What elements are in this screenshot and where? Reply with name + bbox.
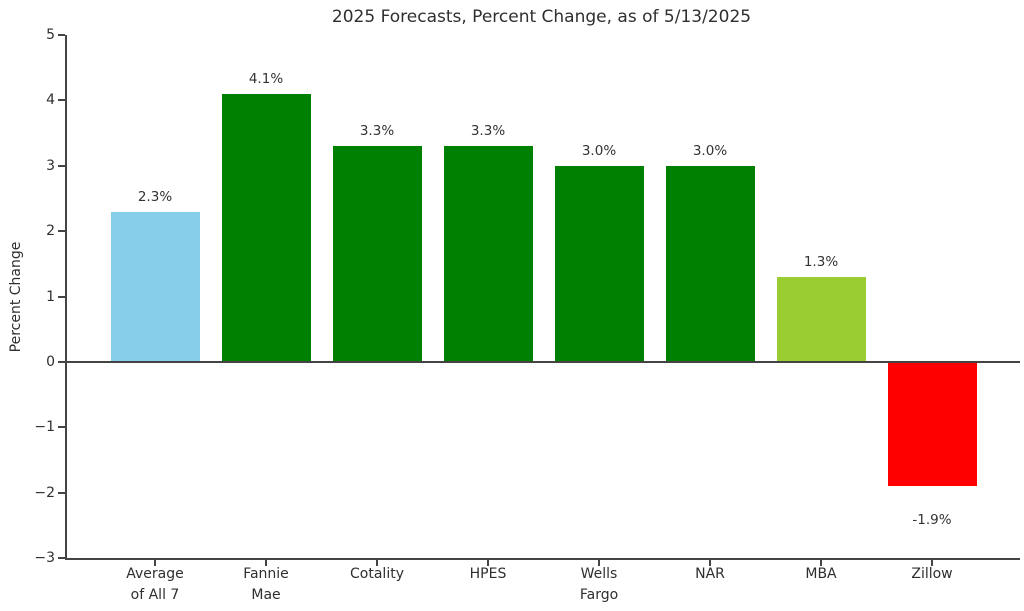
y-tick-mark <box>58 426 65 429</box>
bar-value-label: 3.3% <box>359 123 395 140</box>
x-tick-mark <box>931 560 933 566</box>
y-tick-mark <box>58 295 65 298</box>
y-tick-label: −2 <box>34 484 55 501</box>
y-tick-label: 0 <box>46 353 55 370</box>
x-tick-mark <box>376 560 378 566</box>
x-tick-mark <box>154 560 156 566</box>
bar-value-label: 2.3% <box>137 188 173 205</box>
x-tick-label: MBA <box>805 566 837 582</box>
y-tick-label: 4 <box>46 92 55 109</box>
bar-value-label: 3.0% <box>692 142 728 159</box>
bar-nar <box>665 165 755 362</box>
y-tick-mark <box>58 557 65 559</box>
bar-average-of-all-7 <box>110 211 200 362</box>
bar-value-label: 3.0% <box>581 142 617 159</box>
y-tick-label: 3 <box>46 157 55 174</box>
bar-mba <box>776 276 866 362</box>
x-tick-mark <box>265 560 267 566</box>
bar-value-label: 1.3% <box>803 253 839 270</box>
bar-value-label: 4.1% <box>248 70 284 87</box>
bar-cotality <box>332 146 422 362</box>
y-tick-mark <box>58 164 65 167</box>
y-tick-label: 1 <box>46 288 55 305</box>
x-tick-label: Average of All 7 <box>126 566 184 603</box>
y-tick-label: 5 <box>46 27 55 43</box>
x-tick-label: NAR <box>695 566 725 582</box>
x-tick-label: HPES <box>469 566 507 582</box>
y-tick-mark <box>58 360 65 363</box>
x-tick-label: Zillow <box>911 566 953 582</box>
y-tick-mark <box>58 491 65 494</box>
x-tick-mark <box>487 560 489 566</box>
chart-title: 2025 Forecasts, Percent Change, as of 5/… <box>331 7 752 27</box>
x-tick-mark <box>820 560 822 566</box>
x-tick-mark <box>598 560 600 566</box>
x-tick-mark <box>709 560 711 566</box>
plot-area: 5 4 3 2 1 0 −1 −2 −3 2.3% Average of All 7 4.1% Fanni… <box>34 27 1020 603</box>
x-tick-label: Fannie Mae <box>243 566 289 603</box>
bar-value-label: 3.3% <box>470 123 506 140</box>
x-tick-label: Cotality <box>350 566 404 582</box>
y-tick-label: −3 <box>34 550 55 566</box>
bar-value-label: -1.9% <box>912 512 952 529</box>
bar-zillow <box>887 361 977 487</box>
bar-hpes <box>443 146 533 362</box>
y-tick-mark <box>58 99 65 102</box>
zero-baseline <box>67 360 1020 363</box>
y-tick-label: 2 <box>46 223 55 240</box>
y-tick-mark <box>58 34 65 36</box>
bar-fannie-mae <box>221 93 311 362</box>
y-tick-mark <box>58 230 65 233</box>
bar-wells-fargo <box>554 165 644 362</box>
y-tick-label: −1 <box>34 419 55 436</box>
x-tick-label: Wells Fargo <box>579 566 619 603</box>
